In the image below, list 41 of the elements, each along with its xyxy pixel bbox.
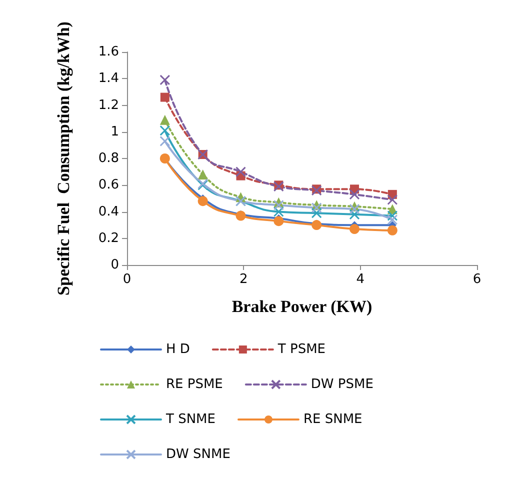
y-tick-label: 0.2 xyxy=(98,230,119,246)
y-tick-label: 0.6 xyxy=(98,178,119,193)
x-tick-label: 0 xyxy=(122,272,132,287)
point xyxy=(349,189,360,200)
point xyxy=(273,200,284,210)
point xyxy=(160,74,170,86)
legend-label: T PSME xyxy=(276,342,326,357)
legend-label: T SNME xyxy=(165,412,216,427)
point xyxy=(198,169,208,180)
point xyxy=(236,166,246,178)
legend-label: DW SNME xyxy=(166,447,230,462)
point xyxy=(349,209,360,220)
y-tick-label: 0.8 xyxy=(98,151,119,166)
point xyxy=(273,206,284,217)
y-tick-label: 1 xyxy=(110,124,119,140)
legend-label: RE SNME xyxy=(303,412,362,427)
y-tick-label: 0.4 xyxy=(98,204,119,220)
point xyxy=(274,216,284,226)
point xyxy=(349,204,360,214)
x-axis-title: Brake Power (KW) xyxy=(232,297,372,316)
point xyxy=(350,224,360,234)
y-tick-label: 1.6 xyxy=(98,44,119,60)
y-tick-label: 1.2 xyxy=(98,98,119,113)
point xyxy=(311,208,322,218)
point xyxy=(160,114,170,125)
point xyxy=(387,194,398,206)
legend-label: DW PSME xyxy=(310,377,374,392)
point xyxy=(387,225,398,236)
y-axis-title: Specific Fuel Consumption (kg/kWh) xyxy=(54,22,73,296)
point xyxy=(198,196,208,206)
x-tick-label: 4 xyxy=(356,272,364,287)
point xyxy=(312,220,322,230)
y-tick-label: 0 xyxy=(110,258,119,272)
x-tick-label: 2 xyxy=(240,272,248,287)
x-tick-label: 6 xyxy=(472,272,482,287)
legend-label: H D xyxy=(166,342,190,357)
point xyxy=(311,202,322,214)
legend-label: RE PSME xyxy=(166,377,223,392)
point xyxy=(236,210,246,221)
point xyxy=(160,92,170,102)
y-tick-label: 1.4 xyxy=(98,71,119,86)
